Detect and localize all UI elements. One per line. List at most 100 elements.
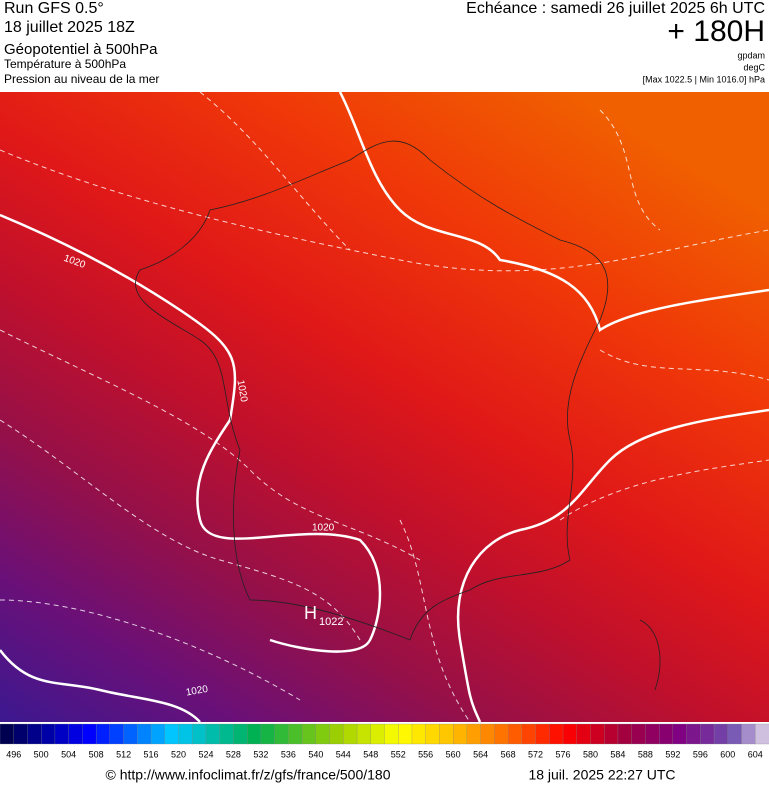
colorbar-swatch — [260, 723, 276, 745]
colorbar-swatch — [54, 723, 70, 745]
colorbar-label: 548 — [363, 749, 378, 759]
colorbar-swatch — [356, 723, 372, 745]
high-symbol: H — [304, 603, 317, 623]
colorbar-swatch — [329, 723, 344, 745]
colorbar-swatch — [521, 723, 537, 745]
colorbar-swatch — [13, 723, 28, 745]
colorbar-swatch — [755, 723, 769, 745]
colorbar-swatch — [398, 723, 413, 745]
colorbar-swatch — [453, 723, 468, 745]
colorbar: 496 500 504 508 512 516 520 524 528 532 536 540 544 5… — [0, 723, 769, 759]
colorbar-swatch — [425, 723, 440, 745]
colorbar-swatch — [549, 723, 564, 745]
colorbar-swatch — [95, 723, 111, 745]
map: 1020 1020 1020 1020 H 1022 — [0, 92, 769, 722]
colorbar-swatch — [507, 723, 523, 745]
colorbar-swatch — [109, 723, 125, 745]
colorbar-label: 540 — [308, 749, 323, 759]
colorbar-label: 592 — [665, 749, 680, 759]
colorbar-swatch — [205, 723, 221, 745]
colorbar-label: 556 — [418, 749, 433, 759]
unit: gpdam — [737, 50, 765, 60]
colorbar-label: 600 — [720, 749, 735, 759]
colorbar-label: 532 — [253, 749, 268, 759]
colorbar-swatch — [700, 723, 715, 745]
colorbar-label: 520 — [171, 749, 186, 759]
colorbar-label: 560 — [446, 749, 461, 759]
run: Run GFS 0.5° — [4, 0, 104, 17]
colorbar-swatch — [68, 723, 83, 745]
colorbar-label: 596 — [693, 749, 708, 759]
colorbar-label: 564 — [473, 749, 488, 759]
colorbar-swatch — [288, 723, 303, 745]
colorbar-swatch — [301, 723, 317, 745]
footer-timestamp: 18 juil. 2025 22:27 UTC — [528, 767, 675, 783]
colorbar-swatch — [247, 723, 262, 745]
colorbar-swatch — [82, 723, 97, 745]
colorbar-swatch — [123, 723, 138, 745]
colorbar-label: 536 — [281, 749, 296, 759]
lead-time: + 180H — [667, 15, 765, 48]
colorbar-swatch — [604, 723, 619, 745]
colorbar-swatch — [617, 723, 633, 745]
colorbar-label: 568 — [501, 749, 516, 759]
colorbar-swatch — [343, 723, 358, 745]
colorbar-swatch — [645, 723, 660, 745]
colorbar-swatch — [727, 723, 742, 745]
colorbar-swatch — [494, 723, 509, 745]
colorbar-label: 588 — [638, 749, 653, 759]
colorbar-label: 512 — [116, 749, 131, 759]
isobars — [0, 92, 769, 722]
colorbar-label: 496 — [6, 749, 21, 759]
run-date: 18 juillet 2025 18Z — [4, 19, 135, 36]
colorbar-label: 544 — [336, 749, 351, 759]
isobar-label: 1020 — [185, 684, 209, 699]
layer: Température à 500hPa — [4, 57, 126, 71]
colorbar-label: 584 — [610, 749, 625, 759]
temperature-field — [0, 92, 769, 722]
echeance: Echéance : samedi 26 juillet 2025 6h UTC — [466, 0, 765, 17]
colorbar-label: 504 — [61, 749, 76, 759]
colorbar-swatch — [150, 723, 166, 745]
colorbar-label: 572 — [528, 749, 543, 759]
colorbar-swatch — [576, 723, 591, 745]
colorbar-label: 576 — [556, 749, 571, 759]
colorbar-swatch — [137, 723, 152, 745]
colorbar-swatch — [178, 723, 193, 745]
isobar-label: 1020 — [234, 379, 249, 403]
colorbar-swatch — [686, 723, 701, 745]
colorbar-swatch — [672, 723, 688, 745]
borders — [135, 140, 661, 691]
colorbar-swatch — [0, 723, 15, 745]
colorbar-swatch — [274, 723, 289, 745]
colorbar-swatch — [219, 723, 234, 745]
colorbar-swatch — [192, 723, 207, 745]
colorbar-label: 552 — [391, 749, 406, 759]
layer: Pression au niveau de la mer — [4, 72, 159, 86]
colorbar-swatch — [562, 723, 578, 745]
colorbar-label: 516 — [144, 749, 159, 759]
colorbar-label: 508 — [89, 749, 104, 759]
colorbar-swatch — [466, 723, 482, 745]
colorbar-swatch — [480, 723, 495, 745]
footer-url: © http://www.infoclimat.fr/z/gfs/france/… — [106, 767, 391, 783]
colorbar-swatch — [164, 723, 179, 745]
colorbar-swatch — [741, 723, 756, 745]
colorbar-swatch — [411, 723, 427, 745]
colorbar-swatch — [27, 723, 42, 745]
colorbar-swatch — [658, 723, 674, 745]
unit: degC — [743, 62, 765, 72]
colorbar-swatch — [384, 723, 399, 745]
unit: [Max 1022.5 | Min 1016.0] hPa — [643, 74, 765, 84]
colorbar-swatch — [370, 723, 385, 745]
colorbar-swatch — [233, 723, 248, 745]
colorbar-swatch — [590, 723, 605, 745]
colorbar-label: 580 — [583, 749, 598, 759]
colorbar-swatch — [439, 723, 454, 745]
colorbar-swatch — [535, 723, 550, 745]
colorbar-swatch — [631, 723, 646, 745]
colorbar-label: 500 — [34, 749, 49, 759]
colorbar-swatch — [713, 723, 729, 745]
layer: Géopotentiel à 500hPa — [4, 41, 158, 58]
